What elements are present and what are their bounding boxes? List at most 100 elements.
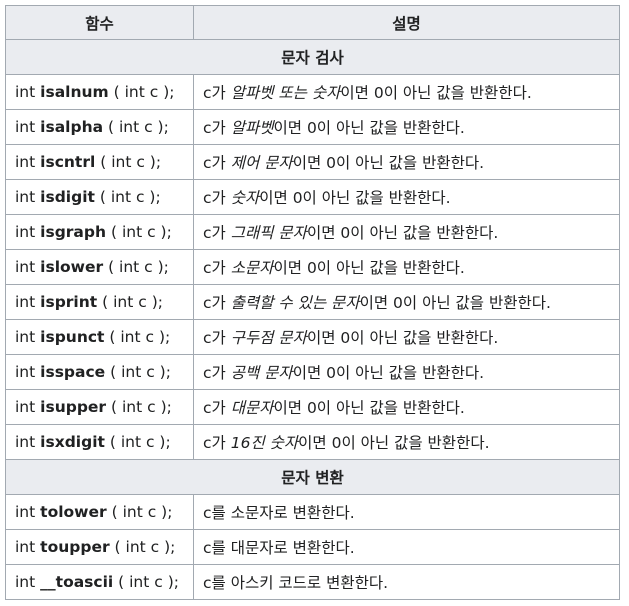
function-name: isdigit (40, 188, 95, 206)
section-header-row: 문자 변환 (5, 459, 620, 495)
function-name: isspace (40, 363, 106, 381)
function-signature-cell: int isxdigit ( int c ); (5, 424, 194, 460)
section-title: 문자 변환 (5, 459, 620, 495)
description-emphasis: 숫자 (230, 189, 260, 207)
description-suffix: 이면 0이 아닌 값을 반환한다. (306, 224, 499, 242)
return-type: int (15, 538, 36, 556)
function-signature-cell: int isupper ( int c ); (5, 389, 194, 425)
description-cell: c가 구두점 문자이면 0이 아닌 값을 반환한다. (193, 319, 620, 355)
function-signature-cell: int islower ( int c ); (5, 249, 194, 285)
description-cell: c가 알파벳이면 0이 아닌 값을 반환한다. (193, 109, 620, 145)
table-row: int isupper ( int c ); c가 대문자이면 0이 아닌 값을 … (5, 389, 620, 425)
description-suffix: 이면 0이 아닌 값을 반환한다. (292, 364, 485, 382)
table-body: 문자 검사 int isalnum ( int c ); c가 알파벳 또는 숫자이… (5, 39, 620, 600)
description-cell: c를 소문자로 변환한다. (193, 494, 620, 530)
return-type: int (15, 118, 36, 136)
description-cell: c가 숫자이면 0이 아닌 값을 반환한다. (193, 179, 620, 215)
function-name: ispunct (40, 328, 105, 346)
description-suffix: 이면 0이 아닌 값을 반환한다. (292, 154, 485, 172)
description-text: c를 소문자로 변환한다. (203, 504, 355, 522)
description-cell: c가 그래픽 문자이면 0이 아닌 값을 반환한다. (193, 214, 620, 250)
description-text: c가 (203, 329, 231, 347)
function-params: ( int c ); (108, 118, 169, 136)
description-text: c가 (203, 399, 231, 417)
description-cell: c가 소문자이면 0이 아닌 값을 반환한다. (193, 249, 620, 285)
description-emphasis: 대문자 (230, 399, 274, 417)
description-cell: c가 대문자이면 0이 아닌 값을 반환한다. (193, 389, 620, 425)
header-row: 함수 설명 (5, 5, 620, 40)
ctype-functions-table: 함수 설명 문자 검사 int isalnum ( int c ); c가 알파벳 … (5, 5, 620, 600)
table-row: int tolower ( int c ); c를 소문자로 변환한다. (5, 494, 620, 530)
description-cell: c를 아스키 코드로 변환한다. (193, 564, 620, 600)
return-type: int (15, 398, 36, 416)
table-row: int isxdigit ( int c ); c가 16진 숫자이면 0이 아닌… (5, 424, 620, 460)
function-name: tolower (40, 503, 107, 521)
description-text: c가 (203, 84, 231, 102)
function-signature-cell: int isprint ( int c ); (5, 284, 194, 320)
section-header-row: 문자 검사 (5, 39, 620, 75)
return-type: int (15, 363, 36, 381)
description-cell: c가 출력할 수 있는 문자이면 0이 아닌 값을 반환한다. (193, 284, 620, 320)
description-suffix: 이면 0이 아닌 값을 반환한다. (306, 329, 499, 347)
description-text: c가 (203, 154, 231, 172)
function-params: ( int c ); (99, 188, 161, 206)
return-type: int (15, 503, 36, 521)
description-suffix: 이면 0이 아닌 값을 반환한다. (359, 294, 551, 312)
function-signature-cell: int __toascii ( int c ); (5, 564, 194, 600)
table-row: int toupper ( int c ); c를 대문자로 변환한다. (5, 529, 620, 565)
description-text: c가 (203, 189, 231, 207)
return-type: int (15, 83, 36, 101)
description-text: c가 (203, 434, 231, 452)
function-signature-cell: int isalnum ( int c ); (5, 74, 194, 110)
table-row: int iscntrl ( int c ); c가 제어 문자이면 0이 아닌 값… (5, 144, 620, 180)
return-type: int (15, 153, 36, 171)
function-name: iscntrl (40, 153, 96, 171)
function-name: isalnum (40, 83, 109, 101)
description-cell: c가 제어 문자이면 0이 아닌 값을 반환한다. (193, 144, 620, 180)
description-emphasis: 출력할 수 있는 문자 (230, 294, 360, 312)
function-params: ( int c ); (118, 573, 179, 591)
description-emphasis: 알파벳 또는 숫자 (230, 84, 341, 102)
function-signature-cell: int toupper ( int c ); (5, 529, 194, 565)
description-emphasis: 소문자 (230, 259, 274, 277)
return-type: int (15, 573, 36, 591)
description-emphasis: 공백 문자 (230, 364, 293, 382)
table-row: int ispunct ( int c ); c가 구두점 문자이면 0이 아닌 … (5, 319, 620, 355)
table-row: int isgraph ( int c ); c가 그래픽 문자이면 0이 아닌 … (5, 214, 620, 250)
return-type: int (15, 258, 36, 276)
function-signature-cell: int isdigit ( int c ); (5, 179, 194, 215)
return-type: int (15, 223, 36, 241)
description-emphasis: 그래픽 문자 (230, 224, 307, 242)
function-params: ( int c ); (102, 293, 163, 311)
function-name: toupper (40, 538, 110, 556)
function-signature-cell: int iscntrl ( int c ); (5, 144, 194, 180)
function-params: ( int c ); (100, 153, 162, 171)
description-text: c가 (203, 294, 231, 312)
function-name: isalpha (40, 118, 104, 136)
description-cell: c가 16진 숫자이면 0이 아닌 값을 반환한다. (193, 424, 620, 460)
table-row: int islower ( int c ); c가 소문자이면 0이 아닌 값을 … (5, 249, 620, 285)
description-text: c가 (203, 224, 231, 242)
section-title: 문자 검사 (5, 39, 620, 75)
function-params: ( int c ); (109, 328, 171, 346)
table-row: int isspace ( int c ); c가 공백 문자이면 0이 아닌 값… (5, 354, 620, 390)
function-params: ( int c ); (111, 398, 172, 416)
function-name: __toascii (40, 573, 114, 591)
return-type: int (15, 293, 36, 311)
description-text: c를 대문자로 변환한다. (203, 539, 355, 557)
function-column-header: 함수 (5, 5, 194, 40)
description-emphasis: 구두점 문자 (230, 329, 307, 347)
function-params: ( int c ); (109, 433, 171, 451)
function-name: islower (40, 258, 104, 276)
table-row: int isalpha ( int c ); c가 알파벳이면 0이 아닌 값을 … (5, 109, 620, 145)
table-row: int isprint ( int c ); c가 출력할 수 있는 문자이면 0… (5, 284, 620, 320)
return-type: int (15, 433, 36, 451)
function-signature-cell: int isalpha ( int c ); (5, 109, 194, 145)
description-suffix: 이면 0이 아닌 값을 반환한다. (298, 434, 490, 452)
description-suffix: 이면 0이 아닌 값을 반환한다. (273, 119, 465, 137)
table-row: int __toascii ( int c ); c를 아스키 코드로 변환한다. (5, 564, 620, 600)
description-text: c가 (203, 119, 231, 137)
function-name: isprint (40, 293, 98, 311)
description-column-header: 설명 (193, 5, 620, 40)
function-params: ( int c ); (111, 503, 173, 521)
